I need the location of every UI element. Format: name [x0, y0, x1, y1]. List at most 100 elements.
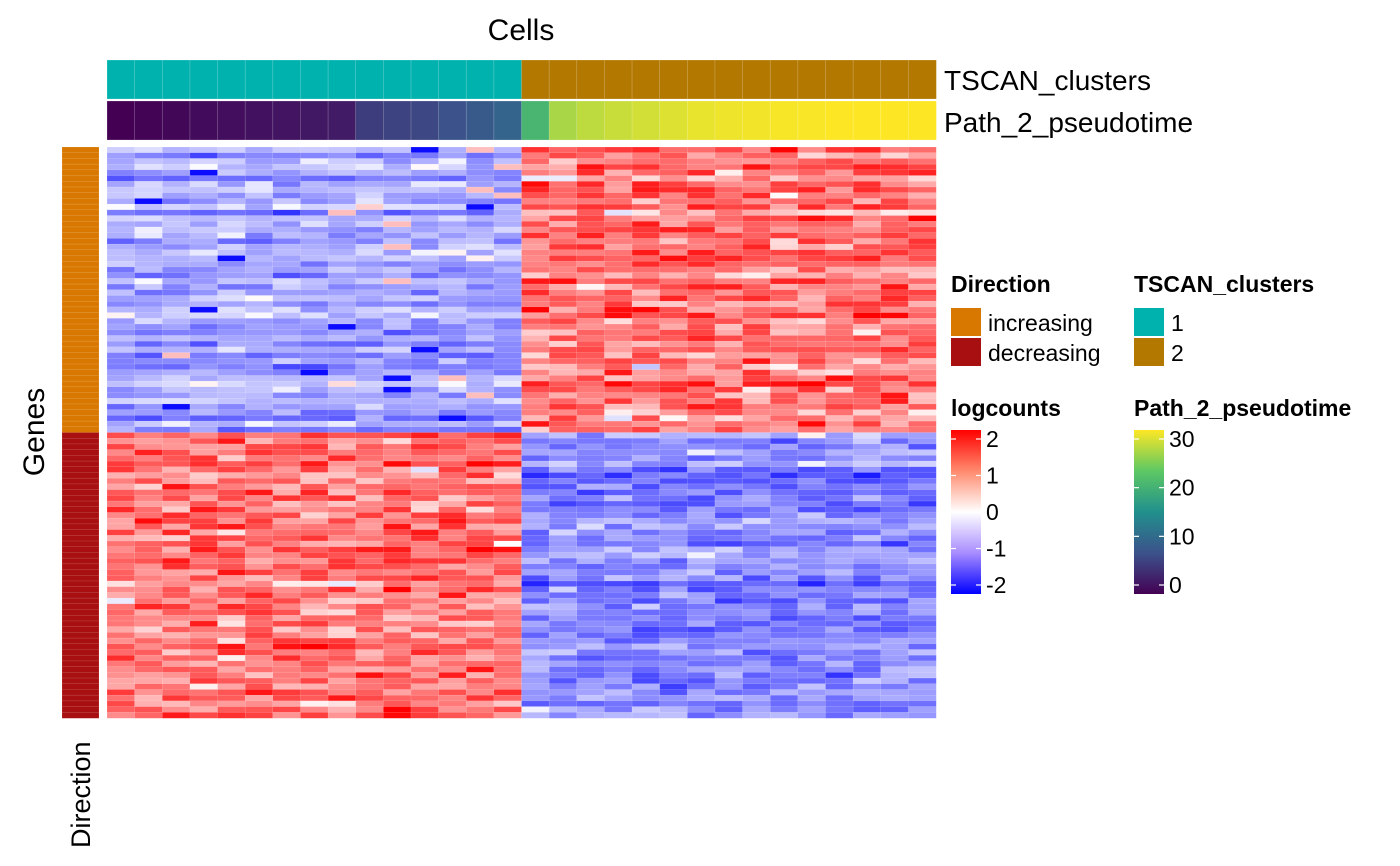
heatmap-cell: [742, 226, 771, 234]
heatmap-cell: [134, 477, 163, 485]
heatmap-cell: [687, 552, 716, 559]
heatmap-cell: [797, 329, 826, 336]
heatmap-cell: [852, 615, 882, 622]
legend-tick-label: 0: [1169, 572, 1182, 598]
heatmap-cell: [327, 152, 357, 159]
heatmap-cell: [383, 358, 412, 365]
heatmap-cell: [825, 169, 854, 177]
heatmap-cell: [631, 649, 661, 656]
heatmap-cell: [466, 261, 495, 268]
heatmap-cell: [244, 500, 274, 508]
heatmap-cell: [742, 409, 771, 416]
heatmap-cell: [742, 495, 771, 502]
heatmap-cell: [189, 506, 219, 513]
heatmap-cell: [189, 672, 219, 679]
heatmap-cell: [825, 403, 854, 411]
heatmap-cell: [908, 346, 937, 354]
heatmap-cell: [576, 426, 605, 434]
heatmap-cell: [272, 620, 301, 628]
heatmap-cell: [659, 432, 688, 439]
heatmap-cell: [410, 152, 440, 159]
heatmap-cell: [272, 158, 301, 165]
heatmap-cell: [548, 660, 578, 668]
heatmap-cell: [852, 249, 882, 256]
heatmap-cell: [880, 677, 909, 685]
heatmap-cell: [189, 455, 219, 462]
heatmap-cell: [106, 563, 136, 571]
heatmap-cell: [106, 181, 136, 188]
heatmap-cell: [880, 398, 909, 405]
heatmap-cell: [797, 535, 826, 542]
heatmap-cell: [272, 603, 301, 611]
heatmap-cell: [659, 438, 688, 445]
heatmap-cell: [659, 146, 688, 154]
heatmap-cell: [687, 689, 716, 696]
heatmap-cell: [106, 221, 136, 228]
heatmap-cell: [383, 209, 412, 217]
heatmap-cell: [604, 483, 633, 491]
heatmap-cell: [300, 226, 329, 234]
heatmap-cell: [189, 438, 219, 445]
heatmap-cell: [244, 637, 274, 645]
heatmap-cell: [687, 203, 716, 211]
heatmap-cell: [576, 409, 605, 416]
heatmap-cell: [797, 283, 826, 291]
heatmap-cell: [438, 443, 467, 451]
heatmap-cell: [383, 592, 412, 599]
heatmap-cell: [825, 495, 854, 502]
heatmap-cell: [327, 592, 357, 599]
heatmap-cell: [521, 540, 550, 548]
direction-cell: [61, 158, 100, 165]
heatmap-cell: [797, 495, 826, 502]
heatmap-cell: [410, 146, 440, 154]
heatmap-cell: [355, 563, 384, 571]
heatmap-cell: [659, 597, 688, 605]
direction-cell: [61, 420, 100, 428]
heatmap-cell: [272, 266, 301, 274]
heatmap-cell: [466, 289, 495, 296]
direction-cell: [61, 386, 100, 394]
heatmap-cell: [272, 261, 301, 268]
heatmap-cell: [189, 386, 219, 394]
heatmap-cell: [770, 369, 799, 376]
heatmap-cell: [410, 221, 440, 228]
heatmap-cell: [438, 243, 467, 251]
heatmap-cell: [410, 278, 440, 285]
heatmap-cell: [355, 352, 384, 359]
heatmap-cell: [714, 312, 744, 319]
heatmap-cell: [548, 483, 578, 491]
heatmap-cell: [548, 169, 578, 177]
heatmap-cell: [521, 489, 550, 496]
heatmap-cell: [244, 278, 274, 285]
heatmap-cell: [134, 706, 163, 713]
heatmap-cell: [438, 272, 467, 279]
heatmap-cell: [576, 249, 605, 256]
heatmap-cell: [466, 677, 495, 685]
heatmap-cell: [383, 415, 412, 422]
heatmap-cell: [327, 620, 357, 628]
legend-tick-label: -2: [986, 572, 1006, 598]
heatmap-cell: [908, 198, 937, 205]
heatmap-cell: [770, 654, 799, 662]
heatmap-cell: [134, 169, 163, 177]
heatmap-cell: [604, 426, 633, 434]
heatmap-cell: [797, 192, 826, 199]
heatmap-cell: [521, 340, 550, 348]
heatmap-cell: [521, 163, 550, 171]
heatmap-cell: [244, 649, 274, 656]
heatmap-cell: [797, 146, 826, 154]
heatmap-cell: [300, 443, 329, 451]
heatmap-cell: [438, 489, 467, 496]
heatmap-cell: [852, 278, 882, 285]
heatmap-cell: [493, 209, 523, 217]
heatmap-cell: [687, 672, 716, 679]
heatmap-cell: [244, 163, 274, 171]
heatmap-cell: [852, 512, 882, 519]
heatmap-cell: [548, 495, 578, 502]
heatmap-cell: [797, 694, 826, 702]
direction-cell: [61, 369, 100, 376]
heatmap-cell: [604, 586, 633, 593]
heatmap-cell: [880, 637, 909, 645]
heatmap-cell: [687, 158, 716, 165]
heatmap-cell: [134, 586, 163, 593]
